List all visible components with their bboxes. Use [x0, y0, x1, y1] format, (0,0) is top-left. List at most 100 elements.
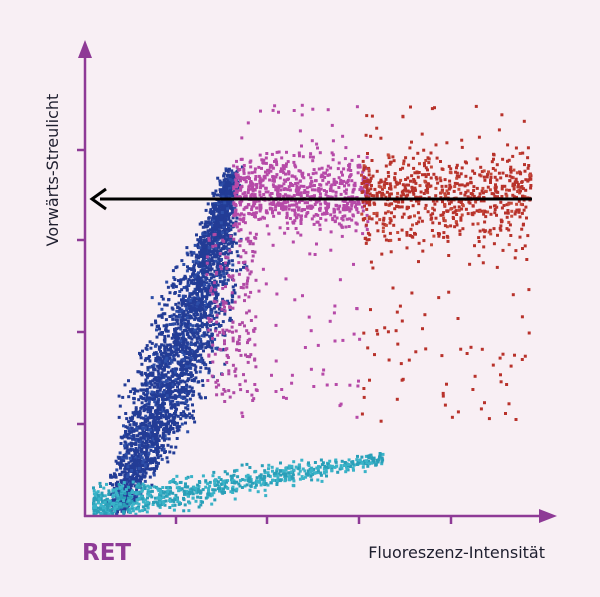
dot: [129, 459, 133, 463]
dot: [527, 331, 531, 335]
dot: [261, 161, 265, 165]
dot: [301, 174, 304, 178]
dot: [318, 207, 321, 211]
dot: [293, 203, 296, 207]
dot: [407, 205, 410, 209]
dot: [171, 317, 175, 321]
dot: [243, 176, 247, 180]
dot: [417, 220, 421, 224]
dot: [227, 167, 231, 171]
dot: [300, 103, 304, 107]
dot: [164, 413, 168, 417]
dot: [348, 199, 352, 203]
dot: [172, 313, 176, 317]
dot: [210, 233, 214, 237]
dot: [220, 307, 224, 311]
dot: [357, 379, 360, 383]
dot: [127, 395, 131, 399]
dot: [334, 194, 338, 198]
dot: [223, 333, 227, 337]
dot: [221, 328, 225, 332]
dot: [211, 202, 215, 206]
dot: [479, 407, 483, 411]
dot: [193, 307, 197, 310]
dot: [194, 343, 198, 347]
dot: [365, 228, 369, 231]
dot: [312, 168, 316, 172]
dot: [148, 396, 152, 400]
dot: [329, 248, 333, 252]
dot: [424, 166, 428, 170]
dot: [381, 222, 385, 226]
dot: [293, 213, 297, 217]
dot: [356, 199, 360, 203]
dot: [453, 185, 457, 188]
dot: [243, 221, 247, 225]
dot: [437, 296, 441, 300]
dot: [192, 378, 196, 382]
dot: [499, 224, 503, 228]
dot: [442, 231, 446, 235]
dot: [189, 304, 193, 308]
dot: [129, 419, 133, 422]
dot: [430, 216, 434, 220]
dot: [426, 182, 430, 186]
dot: [373, 353, 376, 357]
dot: [243, 191, 247, 195]
dot: [445, 189, 449, 193]
dot: [216, 268, 220, 272]
dot: [444, 184, 448, 188]
dot: [202, 242, 206, 246]
dot: [472, 211, 476, 215]
dot: [131, 415, 135, 419]
dot: [291, 220, 295, 224]
dot: [194, 277, 198, 281]
dot: [422, 161, 426, 165]
dot: [195, 359, 199, 363]
dot: [205, 273, 209, 277]
dot: [340, 234, 344, 238]
dot: [163, 366, 166, 370]
dot: [206, 316, 210, 320]
dot: [205, 297, 209, 301]
dot: [509, 165, 513, 169]
dot: [132, 495, 136, 499]
dot: [212, 194, 216, 198]
dot: [201, 244, 205, 248]
dot: [310, 139, 314, 143]
dot: [189, 308, 192, 312]
dot: [405, 231, 409, 234]
dot: [489, 205, 492, 209]
dot: [226, 169, 230, 173]
dot: [180, 363, 184, 367]
dot: [328, 187, 332, 191]
dot: [173, 346, 177, 350]
dot: [506, 159, 509, 163]
dot: [227, 273, 231, 277]
dot: [230, 244, 234, 248]
dot: [226, 208, 229, 212]
dot: [141, 423, 145, 426]
dot: [165, 356, 169, 360]
dot: [182, 334, 185, 338]
dot: [225, 272, 229, 275]
dot: [146, 463, 149, 467]
dot: [254, 315, 258, 319]
dot: [402, 193, 406, 197]
dot: [258, 193, 262, 197]
dot: [163, 384, 167, 387]
dot: [459, 172, 463, 176]
dot: [217, 199, 221, 203]
dot: [231, 216, 235, 220]
dot: [212, 212, 216, 216]
dot: [455, 182, 459, 186]
dot: [185, 307, 189, 311]
dot: [237, 338, 241, 342]
dot: [473, 171, 477, 175]
dot: [510, 214, 514, 218]
dot: [202, 349, 205, 353]
dot: [151, 445, 155, 448]
dot: [204, 253, 208, 256]
dot: [408, 146, 412, 150]
dot: [192, 350, 196, 354]
